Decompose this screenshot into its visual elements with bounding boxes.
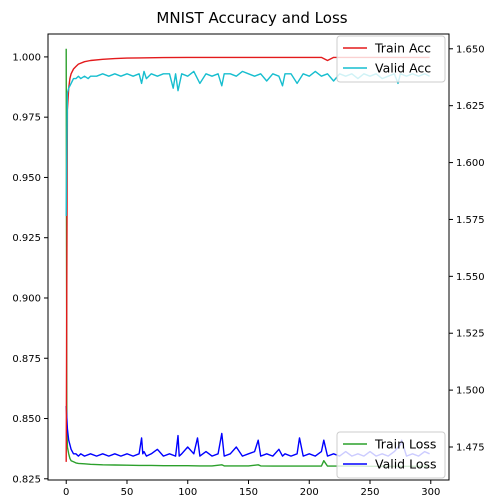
x-tick-label: 250: [360, 487, 379, 498]
chart-title: MNIST Accuracy and Loss: [156, 9, 347, 27]
right-y-tick-label: 1.600: [456, 158, 485, 169]
right-y-tick-label: 1.550: [456, 272, 485, 283]
right-y-tick-label: 1.525: [456, 329, 485, 340]
x-axis: 0 50 100 150 200 250 300: [63, 480, 440, 498]
legend-label: Valid Loss: [375, 457, 437, 472]
left-y-tick-label: 0.875: [12, 354, 41, 365]
series-layer: [65, 48, 430, 467]
left-y-axis: 0.825 0.850 0.875 0.900 0.925 0.950 0.975 1.000: [12, 52, 48, 485]
left-y-tick-label: 0.975: [12, 113, 41, 124]
x-tick-label: 300: [421, 487, 440, 498]
legend-label: Train Acc: [374, 41, 431, 56]
right-y-tick-label: 1.475: [456, 443, 485, 454]
x-tick-label: 100: [178, 487, 197, 498]
left-y-tick-label: 0.900: [12, 293, 41, 304]
series-line-train-loss: [65, 48, 430, 467]
series-line-valid-acc: [65, 70, 430, 217]
right-y-tick-label: 1.650: [456, 44, 485, 55]
left-y-tick-label: 0.825: [12, 474, 41, 485]
right-y-axis: 1.475 1.500 1.525 1.550 1.575 1.600 1.625 1.650: [449, 44, 485, 454]
right-y-tick-label: 1.625: [456, 101, 485, 112]
legend-label: Valid Acc: [375, 61, 431, 76]
left-y-tick-label: 0.925: [12, 233, 41, 244]
series-line-train-acc: [65, 56, 430, 462]
x-tick-label: 0: [63, 487, 69, 498]
plot-frame: [47, 33, 450, 481]
legend-layer: Train Acc Valid Acc Train Loss Valid Loss: [336, 35, 446, 479]
x-tick-label: 50: [121, 487, 134, 498]
left-y-tick-label: 0.950: [12, 173, 41, 184]
right-y-tick-label: 1.575: [456, 215, 485, 226]
left-y-tick-label: 0.850: [12, 414, 41, 425]
x-tick-label: 150: [239, 487, 258, 498]
x-tick-label: 200: [300, 487, 319, 498]
legend-label: Train Loss: [374, 437, 436, 452]
left-y-tick-label: 1.000: [12, 52, 41, 63]
right-y-tick-label: 1.500: [456, 386, 485, 397]
